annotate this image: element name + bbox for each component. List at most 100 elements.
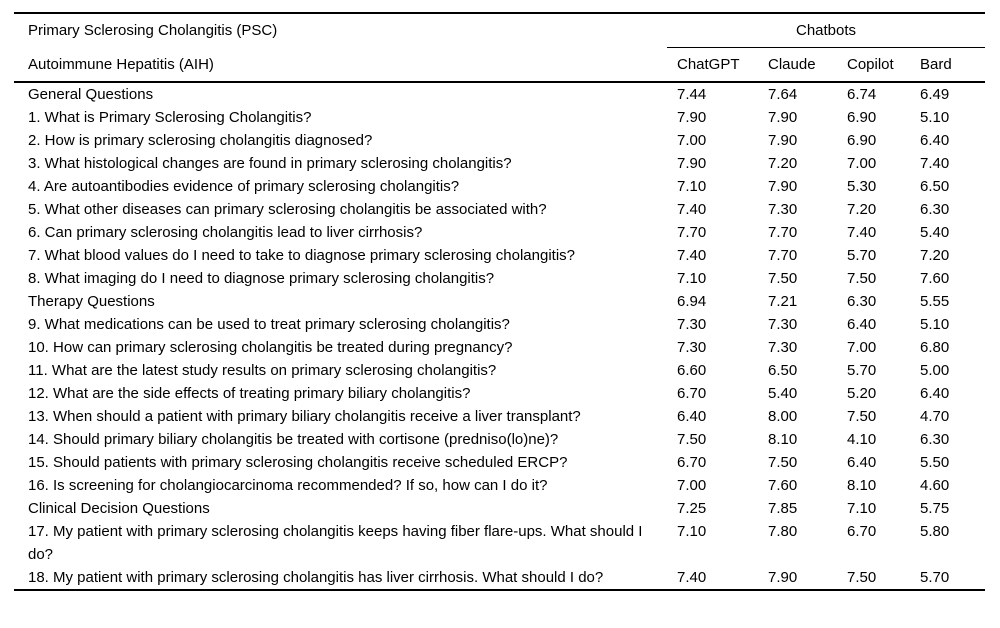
row-label: 18. My patient with primary sclerosing c… [28,569,604,586]
score-cell: 6.70 [677,385,707,402]
score-cell: 6.90 [847,109,877,126]
score-cell: 6.40 [920,385,950,402]
question-row: 6. Can primary sclerosing cholangitis le… [14,221,985,244]
row-label: 2. How is primary sclerosing cholangitis… [28,132,373,149]
section-row: General Questions 7.44 7.64 6.74 6.49 [14,82,985,106]
score-cell: 8.00 [768,408,798,425]
score-cell: 7.60 [768,477,798,494]
score-cell: 5.00 [920,362,950,379]
question-row: 10. How can primary sclerosing cholangit… [14,336,985,359]
score-cell: 7.90 [677,155,707,172]
score-cell: 7.50 [847,408,877,425]
question-row: 16. Is screening for cholangiocarcinoma … [14,474,985,497]
score-cell: 6.74 [847,86,877,103]
score-cell: 7.20 [768,155,798,172]
score-cell: 7.20 [847,201,877,218]
score-cell: 7.64 [768,86,798,103]
question-row: 9. What medications can be used to treat… [14,313,985,336]
score-cell: 6.30 [920,431,950,448]
score-cell: 4.10 [847,431,877,448]
score-cell: 6.40 [677,408,707,425]
group-header-chatbots: Chatbots [667,13,986,48]
row-label: 3. What histological changes are found i… [28,155,512,172]
row-label: Therapy Questions [28,293,155,310]
row-label: 13. When should a patient with primary b… [28,408,581,425]
score-cell: 7.20 [920,247,950,264]
question-row: 4. Are autoantibodies evidence of primar… [14,175,985,198]
score-cell: 6.50 [768,362,798,379]
row-label: 14. Should primary biliary cholangitis b… [28,431,559,448]
score-cell: 6.70 [677,454,707,471]
score-cell: 5.30 [847,178,877,195]
score-cell: 5.55 [920,293,950,310]
score-cell: 7.30 [768,339,798,356]
score-cell: 7.50 [768,454,798,471]
row-label: 10. How can primary sclerosing cholangit… [28,339,513,356]
score-cell: 7.25 [677,500,707,517]
score-cell: 7.50 [677,431,707,448]
score-cell: 6.40 [847,454,877,471]
question-row: 12. What are the side effects of treatin… [14,382,985,405]
score-cell: 4.60 [920,477,950,494]
score-cell: 7.10 [677,523,707,540]
table-body: General Questions 7.44 7.64 6.74 6.49 1.… [14,82,985,590]
score-cell: 7.21 [768,293,798,310]
question-row: 18. My patient with primary sclerosing c… [14,566,985,590]
score-cell: 5.40 [768,385,798,402]
column-header-copilot: Copilot [837,47,910,83]
score-cell: 7.50 [768,270,798,287]
question-row: 8. What imaging do I need to diagnose pr… [14,267,985,290]
score-cell: 7.10 [847,500,877,517]
score-cell: 5.70 [847,362,877,379]
score-cell: 7.60 [920,270,950,287]
score-cell: 7.70 [768,247,798,264]
score-cell: 6.70 [847,523,877,540]
score-cell: 6.40 [847,316,877,333]
score-cell: 4.70 [920,408,950,425]
score-cell: 7.10 [677,178,707,195]
question-row: 14. Should primary biliary cholangitis b… [14,428,985,451]
score-cell: 5.20 [847,385,877,402]
score-cell: 7.90 [768,109,798,126]
question-row: 17. My patient with primary sclerosing c… [14,520,985,566]
row-label: 8. What imaging do I need to diagnose pr… [28,270,495,287]
row-label: 17. My patient with primary sclerosing c… [28,523,643,563]
question-row: 7. What blood values do I need to take t… [14,244,985,267]
score-cell: 7.30 [768,201,798,218]
score-cell: 5.80 [920,523,950,540]
results-table: Primary Sclerosing Cholangitis (PSC) Cha… [14,12,986,591]
score-cell: 5.75 [920,500,950,517]
row-label: Clinical Decision Questions [28,500,210,517]
row-label: 4. Are autoantibodies evidence of primar… [28,178,460,195]
score-cell: 5.40 [920,224,950,241]
row-label: 6. Can primary sclerosing cholangitis le… [28,224,423,241]
question-row: 3. What histological changes are found i… [14,152,985,175]
row-label: 12. What are the side effects of treatin… [28,385,471,402]
score-cell: 7.85 [768,500,798,517]
score-cell: 5.10 [920,109,950,126]
score-cell: 7.30 [768,316,798,333]
score-cell: 6.60 [677,362,707,379]
question-row: 2. How is primary sclerosing cholangitis… [14,129,985,152]
score-cell: 7.40 [677,201,707,218]
row-label: 1. What is Primary Sclerosing Cholangiti… [28,109,312,126]
score-cell: 5.70 [847,247,877,264]
header-row-2: Autoimmune Hepatitis (AIH) ChatGPT Claud… [14,47,986,83]
row-label: General Questions [28,86,154,103]
score-cell: 7.70 [677,224,707,241]
score-cell: 8.10 [847,477,877,494]
score-cell: 7.50 [847,569,877,586]
row-label: 15. Should patients with primary scleros… [28,454,568,471]
question-row: 1. What is Primary Sclerosing Cholangiti… [14,106,985,129]
score-cell: 7.50 [847,270,877,287]
score-cell: 7.30 [677,339,707,356]
score-cell: 6.94 [677,293,707,310]
section-row: Clinical Decision Questions 7.25 7.85 7.… [14,497,985,520]
score-cell: 5.10 [920,316,950,333]
score-cell: 6.80 [920,339,950,356]
score-cell: 7.00 [677,477,707,494]
score-cell: 7.80 [768,523,798,540]
column-header-chatgpt: ChatGPT [667,47,758,83]
score-cell: 7.00 [847,339,877,356]
